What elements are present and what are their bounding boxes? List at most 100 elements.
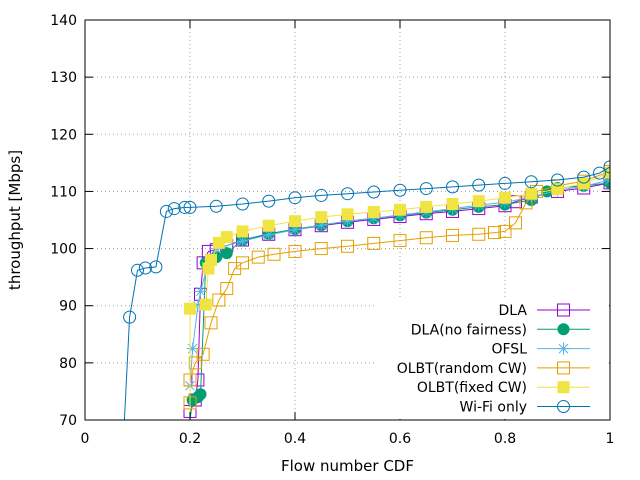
legend-marker	[557, 361, 570, 375]
y-tick-label: 120	[50, 127, 77, 143]
data-point	[289, 215, 301, 228]
legend-item: OFSL	[491, 342, 590, 358]
data-point	[446, 180, 459, 194]
series-group	[123, 160, 610, 420]
data-point	[178, 200, 192, 214]
x-tick-label: 0	[81, 431, 90, 447]
y-tick-label: 140	[50, 13, 77, 29]
data-point	[603, 160, 610, 174]
data-point	[393, 234, 407, 248]
data-point	[393, 183, 407, 197]
y-tick-label: 80	[59, 356, 77, 372]
data-point	[183, 200, 197, 214]
data-point	[315, 211, 328, 224]
data-point	[525, 187, 538, 200]
data-point	[199, 298, 212, 311]
legend-item: OLBT(random CW)	[397, 361, 590, 377]
data-point	[194, 285, 207, 298]
data-point	[184, 302, 196, 315]
x-tick-label: 0.6	[389, 431, 411, 447]
data-point	[212, 293, 226, 307]
data-point	[123, 310, 137, 324]
data-point	[220, 247, 233, 260]
data-point	[341, 187, 354, 201]
data-point	[419, 182, 433, 196]
legend-item: DLA	[499, 303, 590, 319]
data-point	[288, 244, 302, 258]
legend-item: DLA(no fairness)	[411, 322, 590, 338]
legend-marker	[557, 323, 570, 336]
data-point	[314, 242, 328, 256]
data-point	[138, 261, 152, 275]
y-tick-label: 110	[50, 184, 77, 200]
data-point	[472, 195, 485, 208]
data-point	[524, 175, 538, 189]
legend-background	[375, 298, 609, 419]
data-point	[191, 373, 205, 387]
data-point	[367, 185, 381, 199]
data-point	[551, 173, 564, 187]
series-line	[123, 166, 610, 420]
data-point	[288, 191, 302, 205]
data-point	[131, 263, 144, 277]
data-point	[262, 228, 275, 241]
plot-frame	[84, 19, 611, 421]
legend-item: OLBT(fixed CW)	[417, 380, 590, 396]
data-point	[341, 208, 354, 221]
data-point	[472, 227, 486, 241]
data-point	[149, 260, 163, 274]
legend-label: Wi-Fi only	[460, 400, 527, 416]
legend-marker	[557, 381, 570, 394]
data-point	[262, 194, 276, 208]
data-point	[367, 236, 381, 250]
data-point	[446, 198, 459, 210]
data-point	[577, 170, 591, 184]
x-tick-label: 0.2	[179, 431, 201, 447]
data-point	[394, 203, 406, 216]
data-point	[236, 197, 249, 211]
y-tick-label: 130	[50, 70, 77, 86]
y-axis-title: throughput [Mbps]	[6, 150, 24, 290]
data-point	[420, 200, 433, 213]
data-point	[267, 247, 281, 261]
data-point	[205, 254, 217, 266]
legend-label: DLA(no fairness)	[411, 322, 527, 338]
data-point	[236, 225, 249, 238]
data-point	[509, 216, 522, 230]
y-tick-label: 70	[59, 413, 77, 429]
data-point	[419, 231, 433, 245]
legend-label: DLA	[499, 303, 528, 319]
data-point	[167, 202, 181, 216]
x-tick-label: 0.4	[284, 431, 306, 447]
series-olbt-fixed-cw	[184, 166, 610, 420]
data-point	[446, 228, 459, 242]
data-point	[204, 316, 218, 330]
legend-label: OFSL	[491, 342, 527, 358]
series-wi-fi-only	[123, 160, 610, 420]
data-point	[188, 356, 202, 370]
series-line	[189, 179, 610, 420]
data-point	[498, 224, 512, 238]
legend-label: OLBT(random CW)	[397, 361, 527, 377]
data-point	[488, 226, 501, 240]
data-point	[314, 188, 328, 202]
y-tick-label: 100	[50, 242, 77, 258]
legend-item: Wi-Fi only	[460, 400, 590, 416]
data-point	[551, 183, 564, 196]
legend-marker	[557, 303, 570, 317]
x-tick-label: 1	[606, 431, 615, 447]
data-point	[593, 166, 606, 180]
x-tick-label: 0.8	[494, 431, 516, 447]
data-point	[472, 178, 486, 192]
legend-label: OLBT(fixed CW)	[417, 380, 527, 396]
y-tick-label: 90	[59, 299, 77, 315]
data-point	[367, 206, 380, 218]
data-point	[498, 176, 512, 190]
legend-marker	[557, 400, 570, 413]
series-line	[189, 170, 610, 420]
data-point	[251, 250, 265, 264]
axis-ticks: 0 0.2 0.4 0.6 0.8 1 70 80 90 100 110 120 130 140	[50, 13, 614, 447]
data-point	[236, 256, 249, 270]
data-point	[341, 239, 354, 253]
